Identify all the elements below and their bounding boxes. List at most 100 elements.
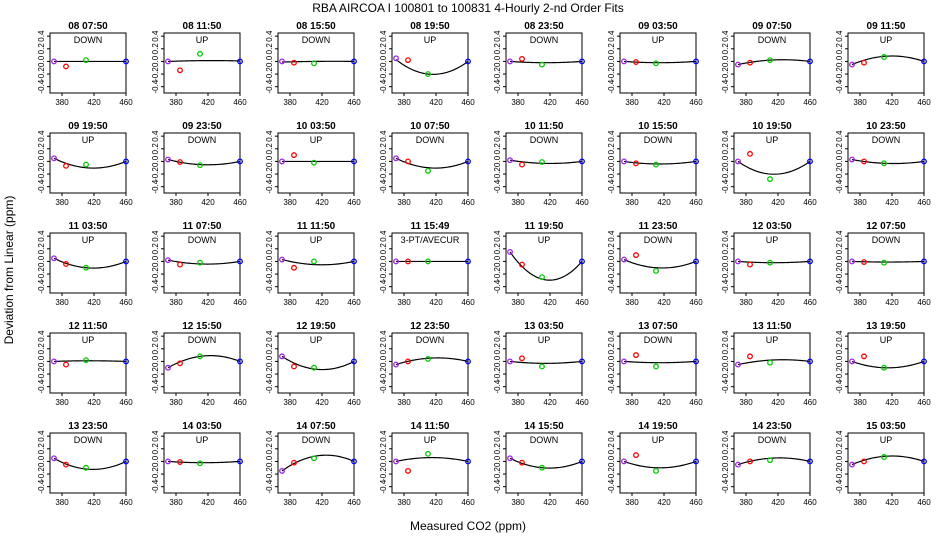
y-tick-label: 0.0	[37, 455, 46, 467]
panel-mode-label: DOWN	[74, 35, 103, 45]
data-point	[693, 158, 699, 165]
y-tick-label: -0.4	[265, 179, 274, 193]
x-tick-label: 380	[853, 498, 867, 507]
data-point	[465, 258, 471, 265]
y-tick-label: -0.2	[265, 467, 274, 481]
y-tick-label: -0.4	[493, 179, 502, 193]
fit-curve	[851, 158, 925, 165]
panel-mode-label: UP	[196, 35, 209, 45]
panel-time-label: 12 23:50	[410, 321, 450, 332]
panel: 15 03:50 UP -0.4-0.20.00.20.4 380 420 460	[835, 421, 931, 507]
data-point	[311, 364, 317, 371]
y-tick-label: 0.4	[379, 230, 388, 242]
x-tick-label: 380	[511, 98, 525, 107]
y-tick-label: 0.4	[379, 330, 388, 342]
y-tick-label: -0.4	[721, 479, 730, 493]
panel-mode-label: DOWN	[644, 135, 673, 145]
y-tick-label: -0.4	[835, 79, 844, 93]
y-tick-label: 0.4	[265, 230, 274, 242]
y-tick-label: -0.4	[721, 79, 730, 93]
panel-mode-label: UP	[424, 435, 437, 445]
y-tick-label: 0.4	[835, 30, 844, 42]
x-tick-label: 420	[87, 498, 101, 507]
panel-mode-label: UP	[82, 135, 95, 145]
y-tick-label: 0.4	[151, 130, 160, 142]
panel-time-label: 11 11:50	[297, 221, 336, 232]
data-point	[747, 59, 753, 66]
panel: 09 03:50 UP -0.4-0.20.00.20.4 380 420 460	[607, 21, 703, 107]
y-tick-label: 0.2	[493, 343, 502, 355]
panel: 11 23:50 DOWN -0.4-0.20.00.20.4 380 420 460	[607, 221, 703, 307]
data-point	[539, 274, 545, 281]
x-tick-label: 420	[885, 398, 899, 407]
x-tick-label: 420	[543, 398, 557, 407]
panel-mode-label: UP	[310, 135, 323, 145]
data-point	[921, 158, 927, 165]
x-tick-label: 460	[803, 298, 817, 307]
y-tick-label: 0.2	[151, 443, 160, 455]
y-tick-label: -0.2	[493, 367, 502, 381]
data-point	[693, 358, 699, 365]
x-tick-label: 380	[55, 398, 69, 407]
data-point	[351, 258, 357, 265]
panel: 09 23:50 DOWN -0.4-0.20.00.20.4 380 420 460	[151, 121, 247, 207]
x-tick-label: 380	[511, 198, 525, 207]
panel-mode-label: DOWN	[530, 135, 559, 145]
y-tick-label: 0.2	[379, 343, 388, 355]
fit-curve	[281, 454, 355, 472]
data-point	[807, 158, 813, 165]
data-point	[653, 60, 659, 67]
x-tick-label: 380	[283, 98, 297, 107]
panel: 11 07:50 DOWN -0.4-0.20.00.20.4 380 420 460	[151, 221, 247, 307]
x-tick-label: 380	[397, 98, 411, 107]
data-point	[165, 364, 171, 371]
data-point	[237, 58, 243, 65]
y-tick-label: -0.4	[379, 179, 388, 193]
panel: 09 11:50 UP -0.4-0.20.00.20.4 380 420 460	[835, 21, 931, 107]
data-point	[507, 58, 513, 65]
y-tick-label: 0.0	[151, 255, 160, 267]
panel-frame	[847, 432, 925, 494]
x-tick-label: 420	[87, 398, 101, 407]
panel-frame	[277, 432, 355, 494]
y-tick-label: 0.0	[493, 155, 502, 167]
panel-mode-label: DOWN	[416, 135, 445, 145]
y-tick-label: -0.2	[379, 367, 388, 381]
x-tick-label: 460	[347, 198, 361, 207]
data-point	[621, 58, 627, 65]
panel-time-label: 13 07:50	[638, 321, 678, 332]
data-point	[63, 461, 69, 468]
y-tick-label: 0.0	[493, 455, 502, 467]
panel-time-label: 10 23:50	[866, 121, 906, 132]
y-tick-label: -0.4	[265, 279, 274, 293]
panel: 10 11:50 DOWN -0.4-0.20.00.20.4 380 420 460	[493, 121, 589, 207]
data-point	[881, 454, 887, 460]
data-point	[405, 467, 411, 474]
data-point	[237, 458, 243, 465]
data-point	[465, 358, 471, 365]
y-tick-label: 0.4	[493, 230, 502, 242]
y-tick-label: -0.4	[835, 279, 844, 293]
fit-curve	[395, 59, 469, 75]
x-tick-label: 460	[575, 298, 589, 307]
data-point	[279, 353, 285, 360]
y-tick-label: 0.4	[493, 330, 502, 342]
x-tick-label: 420	[201, 298, 215, 307]
x-tick-label: 380	[625, 198, 639, 207]
panel-time-label: 08 11:50	[183, 21, 222, 32]
y-tick-label: -0.2	[835, 467, 844, 481]
data-point	[507, 248, 513, 255]
y-tick-label: 0.4	[37, 230, 46, 242]
y-tick-label: 0.2	[721, 143, 730, 155]
y-tick-label: 0.2	[607, 443, 616, 455]
y-tick-label: -0.2	[835, 67, 844, 81]
panel-mode-label: DOWN	[302, 435, 331, 445]
y-tick-label: 0.0	[721, 255, 730, 267]
x-tick-label: 380	[397, 298, 411, 307]
y-tick-label: 0.2	[493, 143, 502, 155]
data-point	[579, 58, 585, 65]
y-tick-label: 0.4	[721, 130, 730, 142]
data-point	[747, 261, 753, 268]
x-tick-label: 420	[429, 198, 443, 207]
data-point	[177, 67, 183, 74]
